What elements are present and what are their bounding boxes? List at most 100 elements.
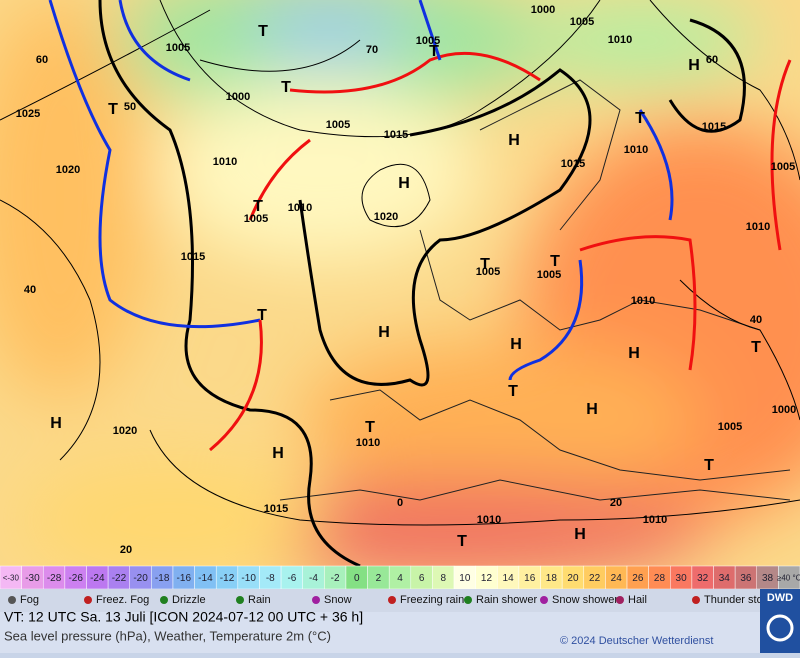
colorbar-label: 24 (611, 573, 623, 584)
colorbar-label: -20 (133, 573, 148, 584)
map-labels: 1000 1005 1010 1005 1005 H 1015 1025 1000 1005 101… (16, 4, 796, 556)
colorbar-label: 2 (376, 573, 382, 584)
colorbar-label: 32 (697, 573, 709, 584)
pressure-label: 1010 (608, 34, 632, 46)
pressure-label: T (508, 383, 518, 400)
pressure-label: T (550, 253, 560, 270)
pressure-label: 40 (750, 314, 762, 326)
pressure-label: T (429, 43, 439, 60)
weather-legend-label: Drizzle (172, 594, 206, 606)
pressure-label: 1020 (374, 211, 398, 223)
colorbar-label: 12 (481, 573, 493, 584)
weather-legend-label: Thunder storm (704, 594, 776, 606)
pressure-label: 1005 (537, 269, 561, 281)
pressure-label: T (253, 198, 263, 215)
weather-symbol (160, 596, 168, 604)
colorbar-label: -14 (198, 573, 213, 584)
pressure-label: H (688, 57, 700, 74)
weather-legend-bg (0, 589, 800, 612)
colorbar-label: 38 (762, 573, 774, 584)
colorbar-label: -30 (25, 573, 40, 584)
logo-icon (766, 614, 794, 642)
temperature-colorbar: <-30 -30 -28 -26 -24 -22 -20 -18 -16 -14 -12 -10 -8-… (0, 565, 800, 590)
pressure-label: 1000 (226, 91, 250, 103)
valid-time: VT: 12 UTC Sa. 13 Juli [ICON 2024-07-12 … (4, 609, 363, 625)
pressure-label: 1015 (181, 251, 205, 263)
pressure-label: T (108, 101, 118, 118)
colorbar-label: -26 (68, 573, 83, 584)
colorbar-label: 36 (740, 573, 752, 584)
pressure-label: 1010 (631, 295, 655, 307)
weather-legend: Fog Freez. Fog Drizzle Rain Snow Freezing rai… (8, 594, 776, 606)
weather-legend-label: Rain shower (476, 594, 537, 606)
pressure-label: 1010 (213, 156, 237, 168)
colorbar-label: -16 (177, 573, 192, 584)
weather-symbol (464, 596, 472, 604)
pressure-label: T (258, 23, 268, 40)
pressure-label: H (574, 526, 586, 543)
colorbar-label: -4 (309, 573, 318, 584)
pressure-label: 50 (124, 101, 136, 113)
pressure-label: T (635, 110, 645, 127)
weather-legend-label: Freezing rain (400, 594, 464, 606)
pressure-label: 1005 (771, 161, 795, 173)
pressure-label: 1015 (264, 503, 288, 515)
colorbar-label: <-30 (3, 574, 20, 583)
weather-symbol (388, 596, 396, 604)
pressure-label: 1005 (570, 16, 594, 28)
pressure-label: 20 (120, 544, 132, 556)
weather-symbol (616, 596, 624, 604)
colorbar-label: -24 (90, 573, 105, 584)
weather-symbol (540, 596, 548, 604)
pressure-label: 1010 (624, 144, 648, 156)
pressure-label: 1005 (476, 266, 500, 278)
pressure-label: 1005 (166, 42, 190, 54)
weather-symbol (312, 596, 320, 604)
pressure-label: H (510, 336, 522, 353)
pressure-label: H (272, 445, 284, 462)
pressure-label: 1020 (113, 425, 137, 437)
colorbar-label: ≥40 °C (777, 574, 800, 583)
pressure-label: 1010 (746, 221, 770, 233)
pressure-label: T (704, 457, 714, 474)
isobars (0, 0, 800, 526)
weather-symbol (84, 596, 92, 604)
logo-text: DWD (767, 592, 793, 604)
pressure-label: T (365, 419, 375, 436)
weather-symbol (8, 596, 16, 604)
logo-box (760, 589, 800, 653)
colorbar-label: 10 (459, 573, 471, 584)
colorbar-label: 18 (546, 573, 558, 584)
pressure-label: 1020 (56, 164, 80, 176)
pressure-label: 1015 (702, 121, 726, 133)
colorbar-label: -10 (241, 573, 256, 584)
pressure-label: 70 (366, 44, 378, 56)
pressure-label: 1005 (244, 213, 268, 225)
pressure-label: T (480, 256, 490, 273)
colorbar-label: 34 (719, 573, 731, 584)
colorbar-label: 8 (440, 573, 446, 584)
fronts (48, 0, 792, 452)
colorbar-label: 22 (589, 573, 601, 584)
coastlines (279, 79, 791, 501)
colorbar-label: 14 (503, 573, 515, 584)
weather-legend-label: Rain (248, 594, 271, 606)
pressure-label: 1010 (643, 514, 667, 526)
pressure-label: 1015 (384, 129, 408, 141)
pressure-label: T (257, 307, 267, 324)
colorbar-label: -22 (112, 573, 127, 584)
colorbar-label: -6 (287, 573, 296, 584)
weather-legend-label: Snow shower (552, 594, 618, 606)
colorbar-label: -2 (331, 573, 340, 584)
pressure-label: 1025 (16, 108, 40, 120)
weather-legend-label: Fog (20, 594, 39, 606)
pressure-label: T (457, 533, 467, 550)
pressure-label: 40 (24, 284, 36, 296)
copyright: © 2024 Deutscher Wetterdienst (560, 635, 713, 647)
pressure-label: H (508, 132, 520, 149)
pressure-label: 60 (706, 54, 718, 66)
pressure-label: 20 (610, 497, 622, 509)
pressure-label: 0 (397, 497, 403, 509)
description: Sea level pressure (hPa), Weather, Tempe… (4, 628, 331, 643)
